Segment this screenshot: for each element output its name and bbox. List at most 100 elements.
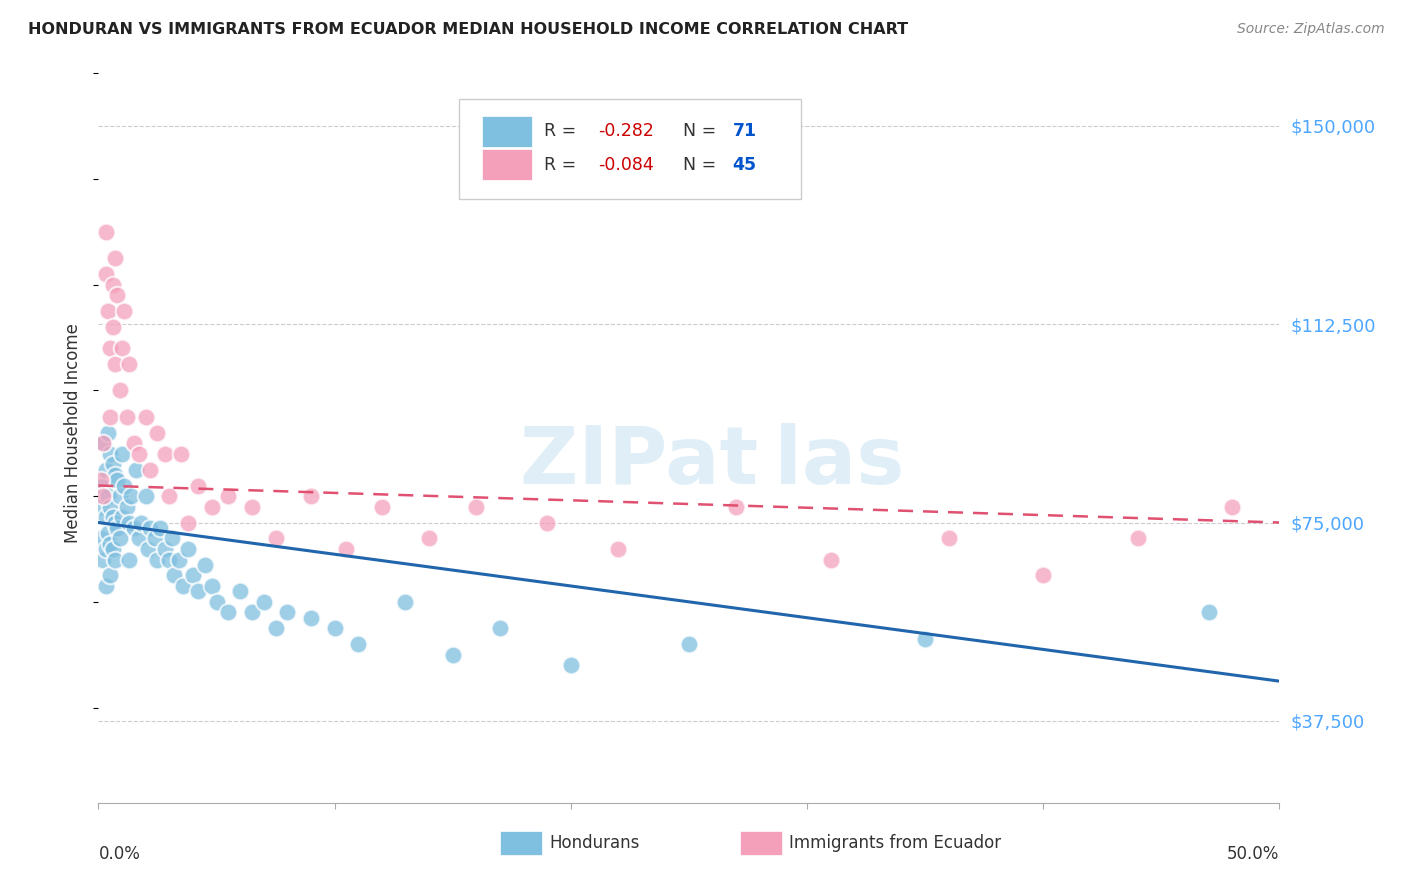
Point bbox=[118, 357, 141, 371]
Point bbox=[94, 267, 117, 281]
Point bbox=[91, 478, 114, 492]
Point bbox=[146, 552, 169, 566]
Text: Immigrants from Ecuador: Immigrants from Ecuador bbox=[789, 834, 1001, 852]
Text: Hondurans: Hondurans bbox=[550, 834, 640, 852]
Point bbox=[118, 516, 141, 530]
Point bbox=[111, 510, 134, 524]
Point bbox=[1032, 568, 1054, 582]
Point bbox=[418, 532, 440, 546]
Point bbox=[112, 478, 135, 492]
Y-axis label: Median Household Income: Median Household Income bbox=[65, 323, 83, 542]
Point bbox=[90, 500, 112, 514]
Point bbox=[91, 552, 114, 566]
Point bbox=[98, 341, 121, 355]
Point bbox=[335, 541, 357, 556]
Point bbox=[135, 489, 157, 503]
Point bbox=[135, 409, 157, 424]
FancyBboxPatch shape bbox=[501, 831, 543, 855]
Point bbox=[217, 489, 239, 503]
Point bbox=[170, 447, 193, 461]
Point bbox=[157, 552, 180, 566]
Point bbox=[240, 500, 263, 514]
Point bbox=[323, 621, 346, 635]
Point bbox=[253, 595, 276, 609]
Point bbox=[111, 447, 134, 461]
Point bbox=[101, 319, 124, 334]
Point bbox=[153, 447, 176, 461]
Point bbox=[1126, 532, 1149, 546]
Point bbox=[149, 521, 172, 535]
Point bbox=[167, 552, 190, 566]
Point bbox=[115, 409, 138, 424]
Point bbox=[160, 532, 183, 546]
Point bbox=[105, 288, 128, 302]
Point bbox=[465, 500, 488, 514]
Point bbox=[111, 341, 134, 355]
Point bbox=[441, 648, 464, 662]
Point bbox=[299, 611, 322, 625]
Text: 45: 45 bbox=[733, 155, 756, 174]
Point bbox=[201, 579, 224, 593]
Point bbox=[139, 462, 162, 476]
Point bbox=[129, 516, 152, 530]
Text: 0.0%: 0.0% bbox=[98, 845, 141, 863]
Point bbox=[122, 436, 145, 450]
FancyBboxPatch shape bbox=[458, 99, 801, 200]
Point bbox=[98, 537, 121, 551]
FancyBboxPatch shape bbox=[482, 149, 531, 180]
Text: ZIPat las: ZIPat las bbox=[520, 423, 904, 501]
Point bbox=[177, 516, 200, 530]
Point bbox=[101, 510, 124, 524]
Point bbox=[90, 473, 112, 487]
Point bbox=[97, 304, 120, 318]
Point bbox=[101, 458, 124, 472]
Point bbox=[97, 489, 120, 503]
Point bbox=[122, 521, 145, 535]
Point bbox=[90, 532, 112, 546]
Point bbox=[104, 552, 127, 566]
Point bbox=[217, 606, 239, 620]
Point bbox=[163, 568, 186, 582]
Point bbox=[181, 568, 204, 582]
Text: N =: N = bbox=[683, 155, 721, 174]
Point bbox=[187, 478, 209, 492]
Point bbox=[229, 584, 252, 599]
Point bbox=[725, 500, 748, 514]
Point bbox=[94, 225, 117, 239]
Point bbox=[139, 521, 162, 535]
Point bbox=[264, 532, 287, 546]
Point bbox=[371, 500, 394, 514]
Text: -0.084: -0.084 bbox=[598, 155, 654, 174]
Point bbox=[97, 526, 120, 541]
Point bbox=[115, 500, 138, 514]
Point bbox=[1220, 500, 1243, 514]
Text: 50.0%: 50.0% bbox=[1227, 845, 1279, 863]
Point bbox=[560, 658, 582, 673]
Point bbox=[187, 584, 209, 599]
Text: R =: R = bbox=[544, 155, 582, 174]
Point bbox=[128, 447, 150, 461]
Point bbox=[172, 579, 194, 593]
FancyBboxPatch shape bbox=[482, 116, 531, 147]
Point bbox=[194, 558, 217, 572]
Point bbox=[105, 473, 128, 487]
Point bbox=[94, 462, 117, 476]
Point bbox=[94, 579, 117, 593]
Point bbox=[201, 500, 224, 514]
Point bbox=[914, 632, 936, 646]
Point bbox=[536, 516, 558, 530]
Point bbox=[104, 467, 127, 482]
Point bbox=[98, 409, 121, 424]
Point bbox=[136, 541, 159, 556]
Point bbox=[98, 500, 121, 514]
Point bbox=[607, 541, 630, 556]
Point bbox=[118, 552, 141, 566]
Point bbox=[91, 436, 114, 450]
Point bbox=[240, 606, 263, 620]
Point bbox=[104, 251, 127, 265]
Point bbox=[276, 606, 298, 620]
Point bbox=[125, 462, 148, 476]
Point bbox=[94, 510, 117, 524]
Point bbox=[938, 532, 960, 546]
FancyBboxPatch shape bbox=[740, 831, 782, 855]
